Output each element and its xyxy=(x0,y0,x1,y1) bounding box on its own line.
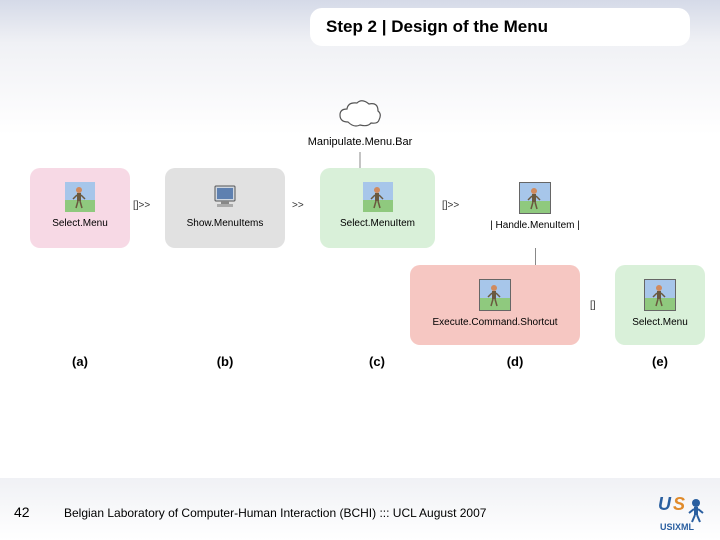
svg-text:USIXML: USIXML xyxy=(660,522,695,532)
monitor-icon xyxy=(210,182,240,212)
person-icon xyxy=(363,182,393,212)
box-label: Select.Menu xyxy=(30,218,130,229)
box-label: | Handle.MenuItem | xyxy=(470,220,600,231)
person-framed-icon xyxy=(479,279,511,311)
cloud-icon xyxy=(338,100,382,130)
caption-e: (e) xyxy=(652,354,668,369)
box-select-menu-a: Select.Menu xyxy=(30,168,130,248)
caption-d: (d) xyxy=(507,354,524,369)
person-framed-icon xyxy=(519,182,551,214)
caption-b: (b) xyxy=(217,354,234,369)
page-number: 42 xyxy=(14,504,30,520)
connector-alt: [] xyxy=(590,300,596,311)
caption-a: (a) xyxy=(72,354,88,369)
box-show-menuitems: Show.MenuItems xyxy=(165,168,285,248)
box-select-menuitem: Select.MenuItem xyxy=(320,168,435,248)
vert-connector xyxy=(535,248,536,266)
connector-seq: []>> xyxy=(133,200,150,211)
caption-c: (c) xyxy=(369,354,385,369)
box-select-menu-e: Select.Menu xyxy=(615,265,705,345)
box-execute-shortcut: Execute.Command.Shortcut xyxy=(410,265,580,345)
svg-text:U: U xyxy=(658,494,672,514)
root-stem xyxy=(360,152,361,168)
footer: 42 Belgian Laboratory of Computer-Human … xyxy=(0,478,720,540)
usixml-logo: U S USIXML xyxy=(656,490,710,534)
box-handle-menuitem: | Handle.MenuItem | xyxy=(470,168,600,248)
root-label: Manipulate.Menu.Bar xyxy=(308,136,413,148)
connector-seq: >> xyxy=(292,200,304,211)
box-label: Select.MenuItem xyxy=(320,218,435,229)
box-label: Show.MenuItems xyxy=(165,218,285,229)
box-label: Select.Menu xyxy=(615,317,705,328)
connector-seq: []>> xyxy=(442,200,459,211)
diagram: Manipulate.Menu.Bar Select.Menu Show.Men… xyxy=(30,100,690,390)
slide-title-text: Step 2 | Design of the Menu xyxy=(326,17,548,37)
person-framed-icon xyxy=(644,279,676,311)
footer-text: Belgian Laboratory of Computer-Human Int… xyxy=(64,506,486,520)
svg-text:S: S xyxy=(673,494,685,514)
slide-title: Step 2 | Design of the Menu xyxy=(310,8,690,46)
person-icon xyxy=(65,182,95,212)
box-label: Execute.Command.Shortcut xyxy=(410,317,580,328)
